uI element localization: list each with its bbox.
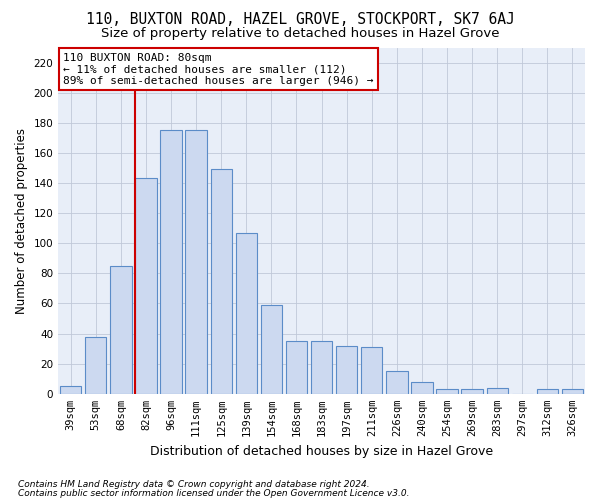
Bar	[211, 170, 232, 394]
Bar	[160, 130, 182, 394]
Text: Size of property relative to detached houses in Hazel Grove: Size of property relative to detached ho…	[101, 28, 499, 40]
Bar	[236, 232, 257, 394]
Y-axis label: Number of detached properties: Number of detached properties	[15, 128, 28, 314]
Bar	[386, 371, 407, 394]
Text: 110, BUXTON ROAD, HAZEL GROVE, STOCKPORT, SK7 6AJ: 110, BUXTON ROAD, HAZEL GROVE, STOCKPORT…	[86, 12, 514, 28]
Bar	[311, 341, 332, 394]
Bar	[361, 347, 382, 394]
Bar	[411, 382, 433, 394]
Bar	[537, 390, 558, 394]
Bar	[487, 388, 508, 394]
Bar	[136, 178, 157, 394]
X-axis label: Distribution of detached houses by size in Hazel Grove: Distribution of detached houses by size …	[150, 444, 493, 458]
Text: Contains public sector information licensed under the Open Government Licence v3: Contains public sector information licen…	[18, 488, 409, 498]
Bar	[110, 266, 131, 394]
Text: 110 BUXTON ROAD: 80sqm
← 11% of detached houses are smaller (112)
89% of semi-de: 110 BUXTON ROAD: 80sqm ← 11% of detached…	[64, 52, 374, 86]
Bar	[60, 386, 82, 394]
Bar	[436, 390, 458, 394]
Bar	[336, 346, 358, 394]
Bar	[286, 341, 307, 394]
Bar	[562, 390, 583, 394]
Bar	[461, 390, 483, 394]
Bar	[85, 336, 106, 394]
Bar	[261, 305, 282, 394]
Text: Contains HM Land Registry data © Crown copyright and database right 2024.: Contains HM Land Registry data © Crown c…	[18, 480, 370, 489]
Bar	[185, 130, 207, 394]
